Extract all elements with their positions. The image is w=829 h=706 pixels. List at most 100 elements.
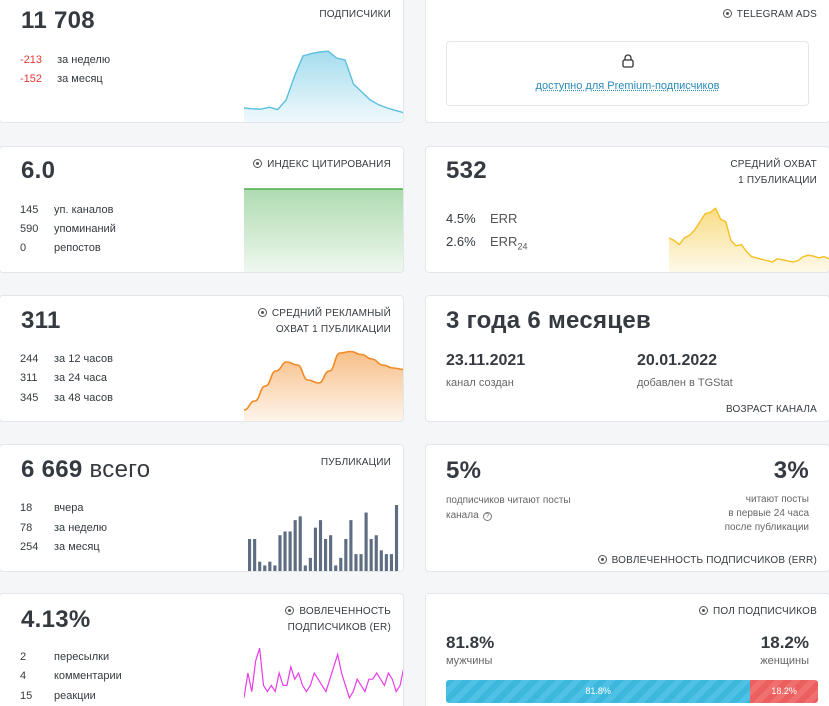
publications-title: ПУБЛИКАЦИИ xyxy=(320,457,391,468)
engagement-err-card: 5% подписчиков читают посты канала? 3% ч… xyxy=(425,444,829,572)
ad-reach-row-24h: 311 за 24 часа xyxy=(20,372,107,384)
chart-bar xyxy=(369,539,373,571)
gender-bar-male[interactable]: 81.8% xyxy=(446,680,751,703)
chart-bar xyxy=(329,535,333,571)
chart-bar xyxy=(344,539,348,571)
chart-bar xyxy=(389,554,394,571)
chart-bar xyxy=(288,531,292,571)
avg-reach-value: 532 xyxy=(446,157,487,184)
info-icon xyxy=(722,9,732,18)
err-label: ERR xyxy=(490,211,518,226)
err-readers-value: 5% xyxy=(446,457,482,484)
chart-area xyxy=(244,189,403,272)
chart-bar xyxy=(349,520,353,571)
subscribers-week-delta: -213 xyxy=(20,54,43,66)
err-readers-label: подписчиков читают посты канала? xyxy=(446,495,571,521)
chart-bar xyxy=(273,565,277,571)
chart-bar xyxy=(248,539,252,571)
ad-reach-row-48h: 345 за 48 часов xyxy=(20,392,113,404)
publications-row-month: 254 за месяц xyxy=(20,541,100,553)
subscribers-chart[interactable] xyxy=(244,44,404,123)
er-chart[interactable] xyxy=(244,638,404,706)
gender-card: ПОЛ ПОДПИСЧИКОВ 81.8% мужчины 18.2% женщ… xyxy=(425,593,829,706)
channel-age-value: 3 года 6 месяцев xyxy=(446,307,652,334)
chart-line xyxy=(244,50,403,114)
chart-bar xyxy=(253,539,257,571)
chart-bar xyxy=(384,554,388,571)
ad-reach-card[interactable]: 311 СРЕДНИЙ РЕКЛАМНЫЙ ОХВАТ 1 ПУБЛИКАЦИИ… xyxy=(0,295,404,422)
citation-index-value: 6.0 xyxy=(21,157,56,184)
gender-title: ПОЛ ПОДПИСЧИКОВ xyxy=(699,604,817,620)
chart-bar xyxy=(258,561,262,571)
info-icon xyxy=(597,555,607,564)
ad-reach-row-12h: 244 за 12 часов xyxy=(20,353,113,365)
chart-bar xyxy=(313,527,318,571)
publications-row-yesterday: 18 вчера xyxy=(20,502,84,514)
subscribers-month-row: -152 за месяц xyxy=(20,73,103,85)
chart-bar xyxy=(339,557,343,571)
ad-reach-title: СРЕДНИЙ РЕКЛАМНЫЙ ОХВАТ 1 ПУБЛИКАЦИИ xyxy=(257,306,391,338)
info-icon xyxy=(253,159,263,168)
citation-card[interactable]: 6.0 ИНДЕКС ЦИТИРОВАНИЯ 145 уп. каналов 59… xyxy=(0,146,404,273)
added-date: 20.01.2022 xyxy=(637,352,718,369)
created-date: 23.11.2021 xyxy=(446,352,526,369)
telegram-ads-card: TELEGRAM ADS доступно для Premium-подпис… xyxy=(425,0,829,123)
chart-bar xyxy=(268,561,272,571)
chart-bar xyxy=(364,512,368,571)
ad-reach-chart[interactable] xyxy=(244,343,404,422)
citation-row-mentions: 590 упоминаний xyxy=(20,223,116,235)
created-label: канал создан xyxy=(446,377,514,389)
chart-line xyxy=(669,207,829,263)
chart-bar xyxy=(263,565,267,571)
subscribers-card[interactable]: 11 708 ПОДПИСЧИКИ -213 за неделю -152 за… xyxy=(0,0,404,123)
info-icon xyxy=(699,606,708,615)
chart-bar xyxy=(308,557,312,571)
chart-bar xyxy=(298,516,302,571)
chart-bar xyxy=(334,565,338,571)
chart-bar xyxy=(278,535,282,571)
chart-area xyxy=(244,351,403,421)
premium-link[interactable]: доступно для Premium-подписчиков xyxy=(535,80,720,92)
chart-bar xyxy=(283,531,287,571)
citation-row-channels: 145 уп. каналов xyxy=(20,204,114,216)
chart-bar xyxy=(379,550,383,571)
gender-bar-female[interactable]: 18.2% xyxy=(750,680,818,703)
gender-bar[interactable]: 81.8% 18.2% xyxy=(446,680,818,703)
chart-area xyxy=(669,208,829,272)
chart-bar xyxy=(374,535,378,571)
citation-chart[interactable] xyxy=(244,185,404,273)
er-title: ВОВЛЕЧЕННОСТЬ ПОДПИСЧИКОВ (ER) xyxy=(285,604,391,636)
chart-bar xyxy=(303,565,307,571)
avg-reach-card[interactable]: 532 СРЕДНИЙ ОХВАТ 1 ПУБЛИКАЦИИ 4.5% ERR 2… xyxy=(425,146,829,273)
er-row-forwards: 2 пересылки xyxy=(20,651,110,663)
citation-title: ИНДЕКС ЦИТИРОВАНИЯ xyxy=(253,157,391,173)
er-row-comments: 4 комментарии xyxy=(20,670,122,682)
chart-area xyxy=(244,51,403,122)
err-footer: ВОВЛЕЧЕННОСТЬ ПОДПИСЧИКОВ (ERR) xyxy=(597,553,817,569)
help-icon[interactable]: ? xyxy=(482,512,492,521)
publications-chart[interactable] xyxy=(248,503,400,572)
male-label: мужчины xyxy=(446,655,493,667)
channel-age-footer: ВОЗРАСТ КАНАЛА xyxy=(725,404,817,415)
citation-row-reposts: 0 репостов xyxy=(20,242,101,254)
publications-card[interactable]: 6 669 всего ПУБЛИКАЦИИ 18 вчера 78 за неде… xyxy=(0,444,404,572)
telegram-ads-title: TELEGRAM ADS xyxy=(722,7,817,23)
subscribers-count: 11 708 xyxy=(21,7,95,34)
err24-label: ERR xyxy=(490,234,518,249)
err-row: 4.5% ERR xyxy=(446,211,517,226)
er-card[interactable]: 4.13% ВОВЛЕЧЕННОСТЬ ПОДПИСЧИКОВ (ER) 2 пе… xyxy=(0,593,404,706)
er-value: 4.13% xyxy=(21,606,91,633)
premium-box[interactable]: доступно для Premium-подписчиков xyxy=(446,41,809,106)
ad-reach-value: 311 xyxy=(21,307,61,334)
avg-reach-chart[interactable] xyxy=(669,199,829,273)
channel-age-card: 3 года 6 месяцев 23.11.2021 канал создан… xyxy=(425,295,829,422)
subscribers-week-label: за неделю xyxy=(57,54,111,66)
chart-line xyxy=(244,648,403,700)
err-24h-label: читают посты в первые 24 часа после публ… xyxy=(724,494,809,533)
added-label: добавлен в TGStat xyxy=(637,377,733,389)
publications-row-week: 78 за неделю xyxy=(20,522,108,534)
subscribers-week-row: -213 за неделю xyxy=(20,54,110,66)
subscribers-month-delta: -152 xyxy=(20,73,43,85)
subscribers-month-label: за месяц xyxy=(57,73,103,85)
chart-bar xyxy=(394,505,399,571)
